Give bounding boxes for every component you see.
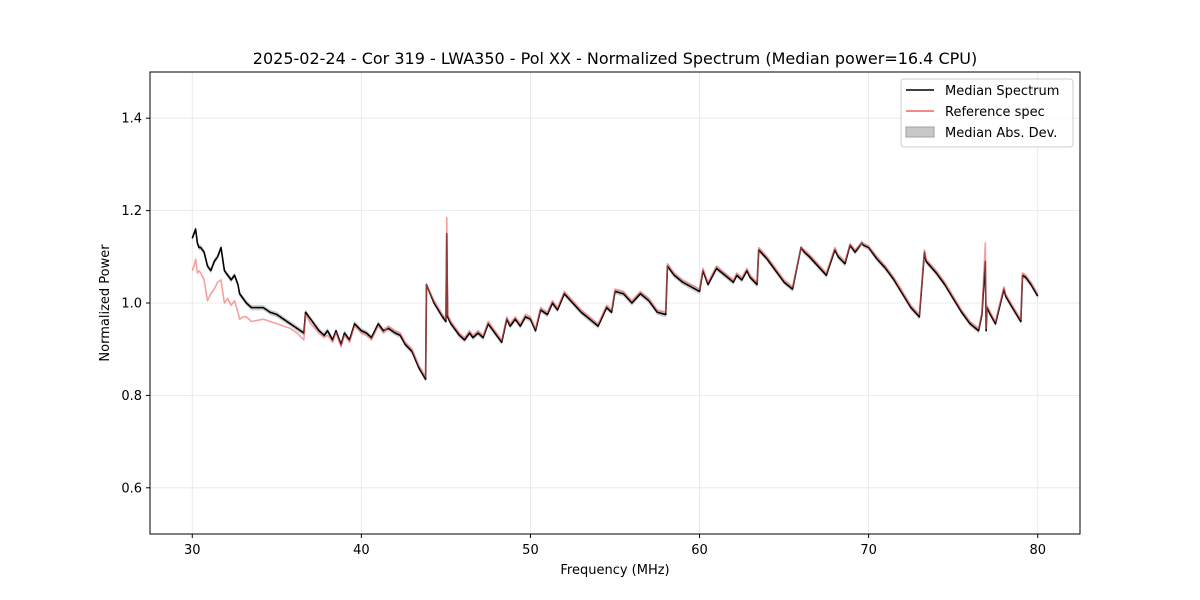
- y-tick-label: 1.2: [121, 204, 142, 219]
- x-axis-label: Frequency (MHz): [560, 563, 669, 578]
- y-tick-label: 1.0: [121, 297, 142, 312]
- x-tick-label: 40: [353, 543, 370, 558]
- x-tick-label: 80: [1029, 543, 1046, 558]
- y-axis-ticks: 0.6 0.8 1.0 1.2 1.4: [121, 112, 150, 496]
- legend: Median Spectrum Reference spec Median Ab…: [900, 78, 1074, 148]
- legend-box: [900, 78, 1074, 148]
- y-axis-label: Normalized Power: [98, 244, 113, 362]
- legend-mad-label: Median Abs. Dev.: [945, 126, 1057, 141]
- median-spectrum-line: [191, 228, 1039, 381]
- chart-title: 2025-02-24 - Cor 319 - LWA350 - Pol XX -…: [253, 49, 977, 68]
- x-axis-ticks: 30 40 50 60 70 80: [184, 534, 1046, 558]
- x-tick-label: 70: [860, 543, 877, 558]
- series-lines: [191, 216, 1039, 381]
- legend-reference-label: Reference spec: [945, 105, 1045, 120]
- x-tick-label: 30: [184, 543, 201, 558]
- x-tick-label: 50: [522, 543, 539, 558]
- plot-area: [191, 216, 1039, 382]
- reference-spec-line: [191, 216, 1039, 378]
- y-tick-label: 0.8: [121, 389, 142, 404]
- y-tick-label: 1.4: [121, 112, 142, 127]
- y-tick-label: 0.6: [121, 481, 142, 496]
- legend-mad-swatch: [905, 126, 935, 138]
- x-tick-label: 60: [691, 543, 708, 558]
- legend-median-label: Median Spectrum: [945, 84, 1059, 99]
